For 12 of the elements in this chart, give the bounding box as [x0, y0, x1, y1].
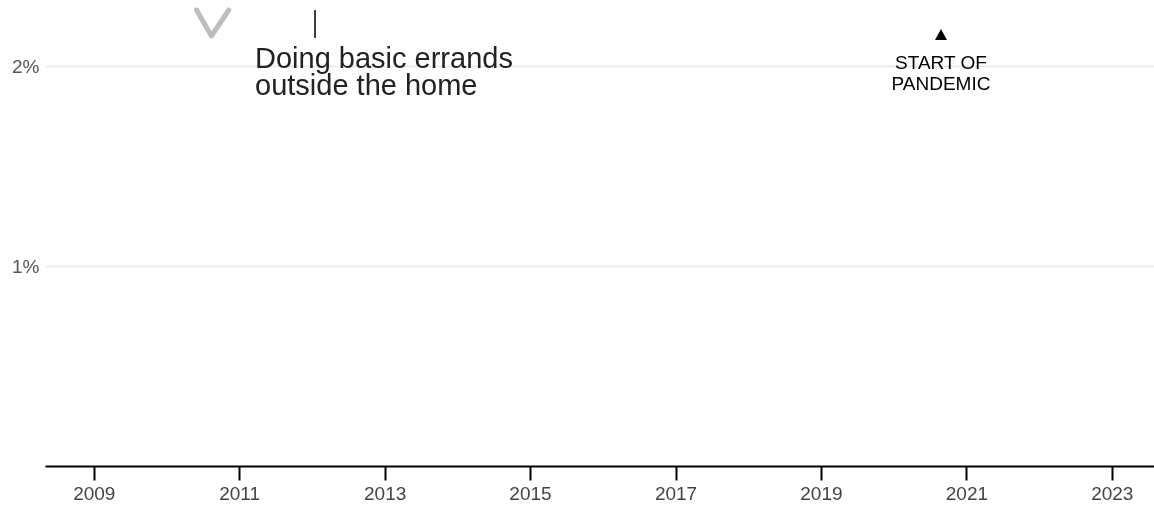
x-tick-label: 2015 — [509, 482, 552, 504]
annotation: Doing basic errands outside the home — [255, 42, 513, 101]
x-tick-label: 2023 — [1091, 482, 1134, 504]
x-tick-label: 2009 — [73, 482, 116, 504]
x-tick-label: 2017 — [654, 482, 698, 504]
x-tick-label: 2011 — [219, 482, 261, 504]
x-tick-label: 2021 — [945, 482, 989, 504]
x-tick-label: 2019 — [800, 482, 843, 504]
annotation: START OF PANDEMIC — [891, 52, 991, 94]
y-tick-label: 1% — [12, 255, 40, 277]
y-tick-label: 2% — [12, 55, 40, 77]
x-tick-label: 2013 — [364, 482, 407, 504]
